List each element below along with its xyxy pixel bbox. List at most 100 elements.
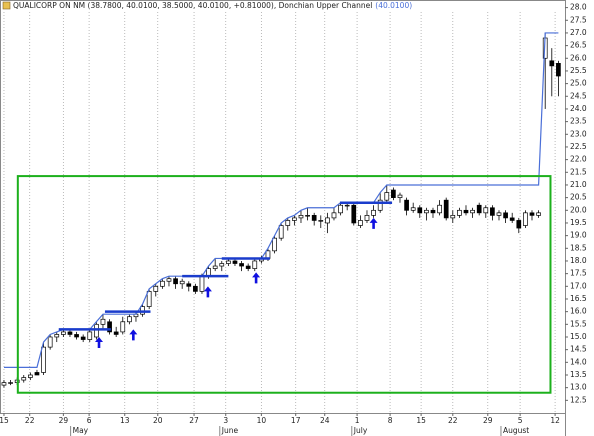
candle-body	[377, 199, 383, 211]
y-tick-label: 18.5	[570, 243, 587, 252]
candle-body	[1, 382, 7, 386]
highlight-box	[16, 175, 552, 394]
candle-body	[67, 331, 73, 335]
candle-body	[179, 280, 185, 285]
y-tick-label: 16.5	[570, 294, 587, 303]
candle-body	[424, 209, 429, 214]
y-tick-label: 26.5	[570, 41, 587, 50]
x-tick-label: 29	[483, 416, 493, 425]
buy-arrow	[129, 329, 138, 341]
candle-body	[100, 318, 106, 325]
y-tick-label: 28.0	[570, 3, 587, 12]
y-tick-label: 19.0	[570, 231, 587, 240]
y-tick-label: 23.0	[570, 129, 587, 138]
x-tick-label: 20	[153, 416, 163, 425]
candle-body	[146, 291, 152, 307]
candle-body	[219, 263, 225, 267]
candle-body	[61, 331, 66, 335]
candle-body	[503, 212, 508, 219]
y-tick-label: 12.5	[570, 395, 587, 404]
candle-body	[318, 220, 324, 222]
candle-body	[186, 283, 192, 287]
x-tick-label: 15	[0, 416, 9, 425]
x-tick-label: 10	[257, 416, 267, 425]
y-tick-label: 24.0	[570, 104, 587, 113]
candle-body	[358, 220, 363, 226]
candle-body	[54, 334, 60, 338]
month-label: May	[73, 426, 89, 435]
y-tick-label: 20.5	[570, 193, 587, 202]
y-tick-label: 19.5	[570, 218, 587, 227]
month-label: August	[503, 426, 529, 435]
candle-body	[404, 199, 409, 211]
candle-body	[245, 265, 251, 269]
candle-body	[536, 212, 541, 216]
candle-body	[556, 62, 561, 77]
candle-body	[193, 285, 198, 292]
candle-body	[450, 215, 456, 219]
y-tick-label: 15.0	[570, 332, 587, 341]
candle-body	[516, 220, 522, 229]
indicator-value: (40.0100)	[375, 1, 412, 10]
candle-body	[41, 346, 46, 373]
candle-body	[8, 382, 13, 384]
x-tick-label: 12	[550, 416, 560, 425]
candle-body	[113, 331, 119, 335]
x-tick-label: 5	[518, 416, 523, 425]
candle-body	[325, 217, 330, 224]
candle-body	[523, 212, 528, 226]
candle-body	[107, 321, 112, 333]
candle-body	[331, 212, 337, 219]
y-tick-label: 26.0	[570, 53, 587, 62]
x-tick-label: 22	[25, 416, 35, 425]
y-tick-label: 23.5	[570, 117, 587, 126]
x-tick-label: 8	[388, 416, 393, 425]
candle-body	[443, 199, 449, 219]
candle-body	[410, 207, 416, 211]
candle-body	[153, 285, 159, 292]
candle-body	[496, 212, 502, 216]
x-tick-label: 6	[87, 416, 92, 425]
y-tick-label: 14.0	[570, 357, 587, 366]
candle-body	[173, 278, 178, 285]
donchian-line	[3, 32, 559, 368]
x-tick-label: 1	[355, 416, 360, 425]
candle-body	[483, 207, 489, 214]
x-tick-label: 15	[416, 416, 426, 425]
candle-body	[272, 237, 277, 252]
candle-body	[252, 260, 258, 269]
month-label: July	[353, 426, 368, 435]
candle-body	[80, 336, 86, 340]
y-tick-label: 13.5	[570, 370, 587, 379]
y-tick-label: 22.0	[570, 155, 587, 164]
candle-body	[371, 209, 376, 216]
candle-body	[47, 336, 53, 348]
candle-body	[226, 260, 231, 264]
y-tick-label: 27.0	[570, 28, 587, 37]
candle-body	[384, 192, 390, 201]
candle-body	[74, 334, 79, 338]
y-tick-label: 13.0	[570, 383, 587, 392]
y-tick-label: 20.0	[570, 205, 587, 214]
candle-body	[160, 280, 165, 287]
buy-arrow	[95, 336, 104, 348]
candle-body	[285, 220, 291, 226]
candle-body	[417, 207, 423, 214]
buy-arrow	[203, 286, 212, 298]
candle-body	[239, 263, 244, 267]
month-label: June	[221, 426, 239, 435]
candle-body	[34, 372, 40, 376]
candle-body	[549, 60, 555, 67]
candle-body	[470, 209, 475, 214]
y-tick-label: 17.5	[570, 269, 587, 278]
candle-body	[305, 215, 310, 217]
candle-body	[166, 278, 172, 282]
candle-body	[529, 212, 535, 216]
candle-body	[94, 323, 99, 338]
candle-body	[311, 215, 317, 221]
y-tick-label: 16.0	[570, 307, 587, 316]
buy-arrow	[369, 217, 378, 229]
candle-body	[140, 306, 145, 315]
y-tick-label: 25.0	[570, 79, 587, 88]
